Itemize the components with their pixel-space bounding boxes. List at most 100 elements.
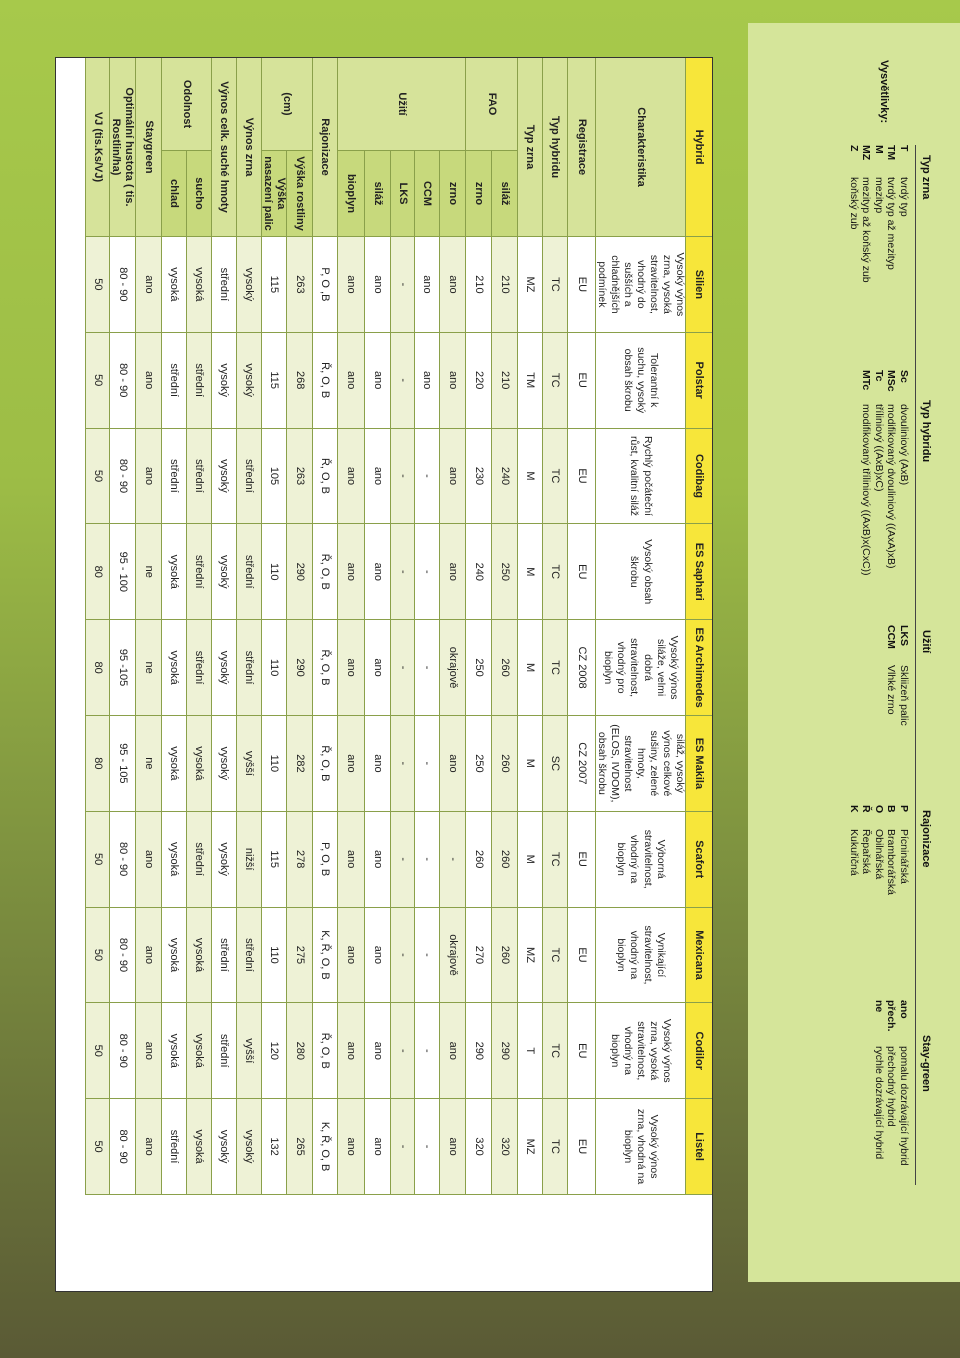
table-cell: ano (439, 1099, 465, 1195)
legend-value: Řepařská (860, 829, 873, 874)
table-cell: ano (337, 1003, 364, 1100)
table-cell: M (517, 428, 542, 525)
legend-value: Pícninářská (898, 829, 910, 884)
hybrid-description: Vysoký obsah škrobu (595, 524, 685, 621)
table-cell: ano (337, 715, 364, 812)
table-cell: 80 - 90 (109, 811, 135, 908)
table-cell: 115 (261, 811, 286, 908)
legend-typ-hybridu: Sc dvouliniový (AxB) MSc modifikovaný dvoul… (860, 370, 911, 576)
legend-value: Vlhké zrno (885, 665, 898, 715)
legend-key: MTc (860, 370, 873, 391)
table-cell: 290 (286, 620, 312, 716)
col-header-1: Silien (685, 237, 712, 333)
table-cell: 230 (465, 428, 491, 525)
table-cell: TC (542, 1003, 567, 1100)
legend-value: tvrdý typ (898, 177, 910, 217)
legend-value: rychle dozrávající hybrid (873, 1046, 885, 1160)
table-cell: 250 (491, 524, 517, 621)
table-cell: - (390, 907, 414, 1004)
table-cell: EU (567, 332, 595, 429)
table-cell: ano (135, 332, 161, 429)
table-cell: - (390, 1099, 414, 1195)
table-cell: M (517, 715, 542, 812)
table-cell: vysoká (161, 715, 186, 812)
table-cell: střední (236, 907, 261, 1004)
table-cell: 50 (85, 332, 109, 429)
table-cell: ano (364, 620, 390, 716)
legend-key: LKS (898, 625, 910, 646)
legend-uziti-heading: Užití (920, 630, 932, 654)
table-cell: 278 (286, 811, 312, 908)
table-cell: - (439, 811, 465, 908)
legend-key: B (885, 805, 898, 813)
legend-item: přech. přechodný hybrid (885, 1000, 898, 1166)
table-cell: střední (211, 907, 236, 1004)
table-cell: 240 (465, 524, 491, 621)
row-label: Výška rostliny (286, 151, 312, 237)
row-label: bioplyn (337, 151, 364, 237)
table-cell: ano (337, 428, 364, 525)
table-cell: střední (161, 332, 186, 429)
row-label: Výnos celk. suché hmoty (211, 58, 236, 237)
table-cell: EU (567, 524, 595, 621)
row-label: siláž (364, 151, 390, 237)
table-cell: ano (439, 524, 465, 621)
legend-value: přechodný hybrid (885, 1046, 898, 1127)
table-cell: vyšší (236, 1003, 261, 1100)
table-cell: vysoká (186, 237, 211, 333)
table-cell: 80 - 90 (109, 237, 135, 333)
legend-rajonizace-heading: Rajonizace (920, 810, 932, 868)
table-cell: 263 (286, 237, 312, 333)
table-cell: okrajově (439, 907, 465, 1004)
legend-stay-green: ano pomalu dozrávající hybrid přech. přecho… (873, 1000, 910, 1166)
legend-key: TM (885, 145, 898, 161)
table-cell: Ř, O, B (312, 332, 337, 429)
hybrid-description: Tolerantní k suchu, vysoký obsah škrobu (595, 332, 685, 429)
table-cell: vysoký (211, 715, 236, 812)
table-cell: TC (542, 428, 567, 525)
table-cell: 120 (261, 1003, 286, 1100)
row-label: Optimální hustota ( tis. Rostlin/ha) (109, 58, 135, 237)
table-cell: T (517, 1003, 542, 1100)
legend-key: M (873, 145, 885, 154)
table-cell: CZ 2007 (567, 715, 595, 812)
table-cell: 260 (465, 811, 491, 908)
table-cell: EU (567, 811, 595, 908)
legend-key: O (873, 805, 885, 814)
table-cell: ano (364, 1003, 390, 1100)
table-cell: MZ (517, 907, 542, 1004)
table-cell: - (390, 811, 414, 908)
table-cell: střední (211, 237, 236, 333)
table-cell: 110 (261, 524, 286, 621)
table-cell: TC (542, 237, 567, 333)
row-group-label: FAO (465, 58, 517, 151)
table-cell: 105 (261, 428, 286, 525)
row-label: zrno (465, 151, 491, 237)
table-cell: - (414, 620, 439, 716)
table-cell: ano (364, 428, 390, 525)
table-cell: - (414, 524, 439, 621)
table-cell: - (414, 1003, 439, 1100)
legend-item: MSc modifikovaný dvouliniový ((AxA)xB) (885, 370, 898, 576)
table-cell: ano (337, 332, 364, 429)
legend-key: P (898, 805, 910, 813)
table-cell: 50 (85, 811, 109, 908)
table-cell: 260 (491, 811, 517, 908)
legend-item: ano pomalu dozrávající hybrid (898, 1000, 910, 1166)
table-cell: okrajově (439, 620, 465, 716)
table-cell: vysoký (211, 620, 236, 716)
legend-key: Ř (860, 805, 873, 813)
legend-value: Skliizeň palic (898, 665, 910, 726)
legend-item: CCM Vlhké zrno (885, 625, 898, 726)
legend-key: T (898, 145, 910, 152)
legend-key: ano (898, 1000, 910, 1019)
legend-key: MZ (860, 145, 873, 161)
table-cell: 80 - 90 (109, 1003, 135, 1100)
table-cell: EU (567, 428, 595, 525)
legend-item: Ř Řepařská (860, 805, 873, 895)
legend-item: MTc modifikovaný tříliniový ((AxB)x(CxC)) (860, 370, 873, 576)
table-cell: vysoký (211, 1099, 236, 1195)
table-cell: 290 (286, 524, 312, 621)
table-cell: Ř, O, B (312, 715, 337, 812)
